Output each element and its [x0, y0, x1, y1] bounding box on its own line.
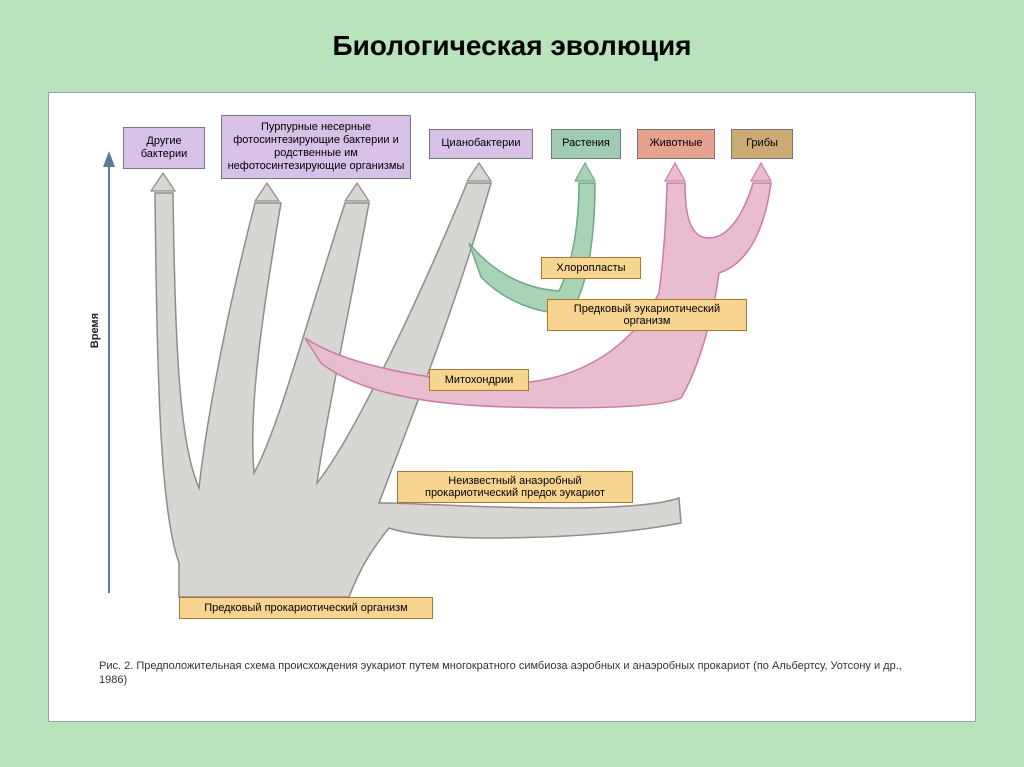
page-title: Биологическая эволюция — [0, 30, 1024, 62]
arrowhead-ah-other — [151, 173, 175, 191]
ancestral-eukaryote-label: Предковый эукариотический организм — [547, 299, 747, 331]
arrowhead-ah-animals — [665, 163, 685, 181]
evolution-tree-svg — [49, 93, 975, 721]
time-axis — [103, 151, 115, 593]
unknown-ancestor-label: Неизвестный анаэробный прокариотический … — [397, 471, 633, 503]
page-root: Биологическая эволюция Время Другие бакт… — [0, 0, 1024, 767]
chloroplasts-label: Хлоропласты — [541, 257, 641, 279]
figure-caption: Рис. 2. Предположительная схема происхож… — [99, 659, 919, 688]
topbox-other-bacteria: Другие бактерии — [123, 127, 205, 169]
topbox-plants: Растения — [551, 129, 621, 159]
topbox-purple-bacteria: Пурпурные несерные фотосинтезирующие бак… — [221, 115, 411, 179]
arrowhead-ah-fungi — [751, 163, 771, 181]
topbox-fungi: Грибы — [731, 129, 793, 159]
arrowhead-ah-purple-l — [255, 183, 279, 201]
topbox-animals: Животные — [637, 129, 715, 159]
diagram-panel: Время Другие бактерии Пурпурные несерные … — [48, 92, 976, 722]
mitochondria-label: Митохондрии — [429, 369, 529, 391]
arrowhead-ah-purple-r — [345, 183, 369, 201]
chloroplast-band — [469, 183, 595, 313]
time-axis-label: Время — [89, 313, 101, 348]
ancestral-prokaryote-label: Предковый прокариотический организм — [179, 597, 433, 619]
arrowhead-ah-cyano — [467, 163, 491, 181]
topbox-cyanobacteria: Цианобактерии — [429, 129, 533, 159]
arrowhead-ah-plants — [575, 163, 595, 181]
